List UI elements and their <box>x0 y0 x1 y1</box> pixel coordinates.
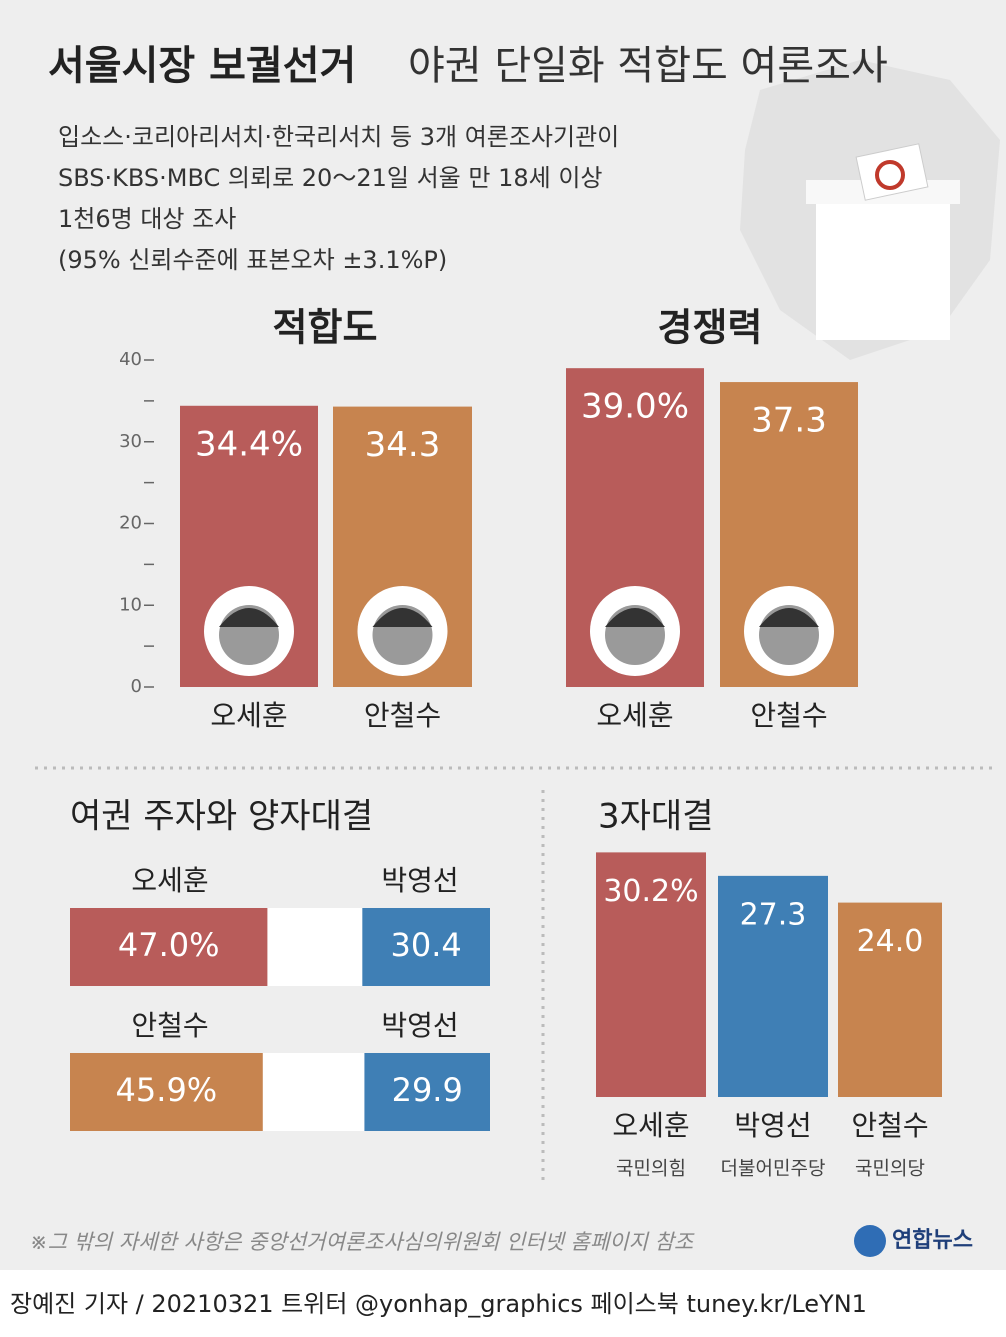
x-tick-label: 안철수 <box>750 699 827 732</box>
chart-title: 여권 주자와 양자대결 <box>70 797 373 837</box>
description-line: (95% 신뢰수준에 표본오차 ±3.1%P) <box>58 246 447 274</box>
value-label: 34.4% <box>195 424 303 464</box>
value-label: 29.9 <box>392 1071 463 1109</box>
portrait-hair <box>219 608 279 627</box>
candidate-label: 오세훈 <box>131 864 208 897</box>
y-tick-label: 0 <box>131 676 142 697</box>
bar <box>70 1053 263 1131</box>
x-tick-label: 안철수 <box>364 699 441 732</box>
value-label: 45.9% <box>116 1071 218 1109</box>
party-label: 국민의힘 <box>616 1158 686 1180</box>
value-label: 47.0% <box>118 926 220 964</box>
party-label: 국민의당 <box>855 1158 925 1180</box>
value-label: 30.2% <box>603 874 698 909</box>
bar <box>838 902 942 1097</box>
x-tick-label: 오세훈 <box>596 699 673 732</box>
title-bold: 서울시장 보궐선거 <box>48 43 356 89</box>
y-tick-label: 20 <box>119 513 142 534</box>
x-tick-label: 오세훈 <box>612 1109 689 1142</box>
y-tick-label: 40 <box>119 349 142 370</box>
bar <box>596 852 706 1097</box>
description-line: 1천6명 대상 조사 <box>58 205 236 233</box>
bar <box>364 1053 490 1131</box>
note: ※그 밖의 자세한 사항은 중앙선거여론조사심의위원회 인터넷 홈페이지 참조 <box>30 1230 695 1254</box>
logo: 연합뉴스 <box>892 1227 973 1253</box>
ballot <box>855 143 929 201</box>
bar <box>362 908 490 986</box>
value-label: 37.3 <box>751 401 827 441</box>
value-label: 27.3 <box>740 897 807 932</box>
portrait-hair <box>605 608 665 627</box>
chart-title: 3자대결 <box>598 797 713 837</box>
x-tick-label: 오세훈 <box>210 699 287 732</box>
logo-mark <box>854 1225 886 1257</box>
portrait-hair <box>759 608 819 627</box>
stamp <box>875 160 905 190</box>
value-label: 24.0 <box>857 924 924 959</box>
party-label: 더불어민주당 <box>721 1158 826 1180</box>
value-label: 39.0% <box>581 387 689 427</box>
candidate-label: 안철수 <box>131 1009 208 1042</box>
value-label: 30.4 <box>391 926 462 964</box>
title-rest: 야권 단일화 적합도 여론조사 <box>408 43 888 89</box>
footer: 장예진 기자 / 20210321 트위터 @yonhap_graphics 페… <box>10 1290 867 1318</box>
portrait-hair <box>372 608 433 627</box>
x-tick-label: 안철수 <box>851 1109 928 1142</box>
value-label: 34.3 <box>365 425 441 465</box>
candidate-label: 박영선 <box>381 864 458 897</box>
ballot-box <box>816 190 950 340</box>
candidate-label: 박영선 <box>381 1009 458 1042</box>
y-tick-label: 30 <box>119 431 142 452</box>
bar <box>70 908 268 986</box>
description-line: 입소스·코리아리서치·한국리서치 등 3개 여론조사기관이 <box>58 123 619 151</box>
description-line: SBS·KBS·MBC 의뢰로 20～21일 서울 만 18세 이상 <box>58 164 602 192</box>
y-tick-label: 10 <box>119 594 142 615</box>
x-tick-label: 박영선 <box>734 1109 811 1142</box>
bar <box>718 875 828 1097</box>
footer-band <box>0 1270 1006 1333</box>
chart-title: 경쟁력 <box>658 306 763 350</box>
chart-title: 적합도 <box>273 306 378 350</box>
